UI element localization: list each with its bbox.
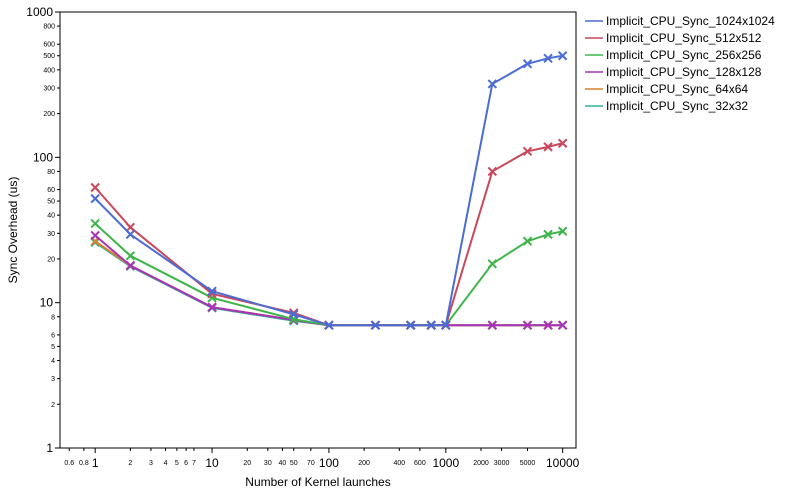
y-tick-label: 3 bbox=[51, 376, 55, 383]
x-axis: 0.6 0.8 2 3 4 5 6 7 20 30 40 50 70 200 400 600 2000 3000 5… bbox=[64, 448, 580, 470]
x-tick-label: 400 bbox=[393, 460, 405, 467]
y-tick-label: 60 bbox=[47, 187, 55, 194]
data-point bbox=[522, 59, 533, 69]
legend-item: Implicit_CPU_Sync_128x128 bbox=[585, 65, 762, 79]
x-tick-label: 100 bbox=[319, 456, 339, 470]
data-point bbox=[543, 53, 553, 64]
y-tick-label: 1 bbox=[46, 441, 53, 455]
data-point bbox=[324, 320, 334, 330]
data-point bbox=[125, 229, 136, 240]
data-point bbox=[522, 236, 533, 246]
y-tick-label: 1000 bbox=[26, 5, 53, 19]
data-point bbox=[487, 79, 498, 89]
x-tick-label: 10000 bbox=[546, 456, 580, 470]
y-tick-label: 600 bbox=[43, 42, 55, 49]
x-tick-label: 0.6 bbox=[64, 460, 74, 467]
data-point bbox=[125, 222, 136, 233]
y-tick-label: 20 bbox=[47, 256, 55, 263]
y-tick-label: 2 bbox=[51, 402, 55, 409]
legend-item: Implicit_CPU_Sync_512x512 bbox=[585, 31, 762, 45]
x-tick-label: 70 bbox=[307, 460, 315, 467]
data-point bbox=[90, 182, 100, 193]
data-point bbox=[487, 320, 498, 330]
y-tick-label: 4 bbox=[51, 358, 55, 365]
x-tick-label: 1000 bbox=[432, 456, 459, 470]
x-tick-label: 50 bbox=[290, 460, 298, 467]
y-tick-label: 800 bbox=[43, 24, 55, 31]
y-tick-label: 400 bbox=[43, 67, 55, 74]
x-tick-label: 4 bbox=[164, 460, 168, 467]
data-point bbox=[405, 320, 416, 330]
data-point bbox=[543, 229, 553, 240]
x-tick-label: 5 bbox=[175, 460, 179, 467]
x-tick-label: 40 bbox=[279, 460, 287, 467]
data-point bbox=[426, 320, 436, 330]
data-point bbox=[90, 230, 100, 241]
y-tick-label: 10 bbox=[40, 296, 54, 310]
data-point bbox=[125, 260, 136, 271]
data-point bbox=[543, 320, 553, 330]
data-point bbox=[289, 309, 299, 320]
y-tick-label: 8 bbox=[51, 314, 55, 321]
data-point bbox=[557, 226, 568, 236]
plot-area bbox=[59, 11, 577, 449]
x-tick-label: 2000 bbox=[473, 460, 489, 467]
data-point bbox=[441, 320, 451, 330]
x-tick-label: 3000 bbox=[494, 460, 510, 467]
x-tick-label: 3 bbox=[149, 460, 153, 467]
x-tick-label: 2 bbox=[128, 460, 132, 467]
x-tick-label: 200 bbox=[358, 460, 370, 467]
legend-label: Implicit_CPU_Sync_64x64 bbox=[606, 82, 748, 96]
x-tick-label: 6 bbox=[184, 460, 188, 467]
x-tick-label: 7 bbox=[192, 460, 196, 467]
data-point bbox=[90, 193, 100, 204]
y-tick-label: 6 bbox=[51, 332, 55, 339]
x-tick-label: 600 bbox=[414, 460, 426, 467]
legend-label: Implicit_CPU_Sync_512x512 bbox=[606, 31, 762, 45]
data-point bbox=[207, 302, 217, 312]
data-point bbox=[487, 259, 498, 269]
data-point bbox=[557, 138, 568, 148]
x-axis-title: Number of Kernel launches bbox=[245, 475, 390, 489]
y-axis: 2 3 4 5 6 8 20 30 40 50 60 80 200 300 400 500 600 800 1 10 1… bbox=[26, 5, 60, 455]
legend-label: Implicit_CPU_Sync_1024x1024 bbox=[606, 14, 775, 28]
series-Implicit_CPU_Sync_1024x1024 bbox=[90, 51, 568, 330]
x-tick-label: 30 bbox=[264, 460, 272, 467]
x-tick-label: 20 bbox=[243, 460, 251, 467]
y-tick-label: 5 bbox=[51, 344, 55, 351]
data-point bbox=[522, 146, 533, 157]
x-tick-label: 10 bbox=[205, 456, 219, 470]
data-point bbox=[543, 142, 553, 152]
legend-label: Implicit_CPU_Sync_32x32 bbox=[606, 99, 748, 113]
y-tick-label: 50 bbox=[47, 199, 55, 206]
data-point bbox=[125, 251, 136, 261]
y-tick-label: 300 bbox=[43, 85, 55, 92]
y-tick-label: 200 bbox=[43, 111, 55, 118]
y-tick-label: 100 bbox=[33, 150, 53, 164]
y-tick-label: 500 bbox=[43, 53, 55, 60]
x-tick-label: 5000 bbox=[520, 460, 536, 467]
x-tick-label: 1 bbox=[92, 456, 99, 470]
data-point bbox=[207, 286, 217, 296]
data-point bbox=[557, 320, 568, 330]
data-point bbox=[557, 51, 568, 61]
legend-item: Implicit_CPU_Sync_32x32 bbox=[585, 99, 748, 113]
y-tick-label: 40 bbox=[47, 213, 55, 220]
legend-label: Implicit_CPU_Sync_256x256 bbox=[606, 48, 762, 62]
data-point bbox=[487, 166, 498, 177]
legend-item: Implicit_CPU_Sync_64x64 bbox=[585, 82, 748, 96]
data-point bbox=[522, 320, 533, 330]
legend-item: Implicit_CPU_Sync_1024x1024 bbox=[585, 14, 775, 28]
data-point bbox=[90, 218, 100, 229]
legend-item: Implicit_CPU_Sync_256x256 bbox=[585, 48, 762, 62]
y-tick-label: 80 bbox=[47, 169, 55, 176]
legend: Implicit_CPU_Sync_1024x1024 Implicit_CPU_… bbox=[585, 14, 775, 113]
legend-label: Implicit_CPU_Sync_128x128 bbox=[606, 65, 762, 79]
x-tick-label: 0.8 bbox=[79, 460, 89, 467]
y-tick-label: 30 bbox=[47, 231, 55, 238]
y-axis-title: Sync Overhead (us) bbox=[6, 177, 20, 284]
data-point bbox=[370, 320, 381, 330]
series-layer bbox=[90, 51, 568, 330]
